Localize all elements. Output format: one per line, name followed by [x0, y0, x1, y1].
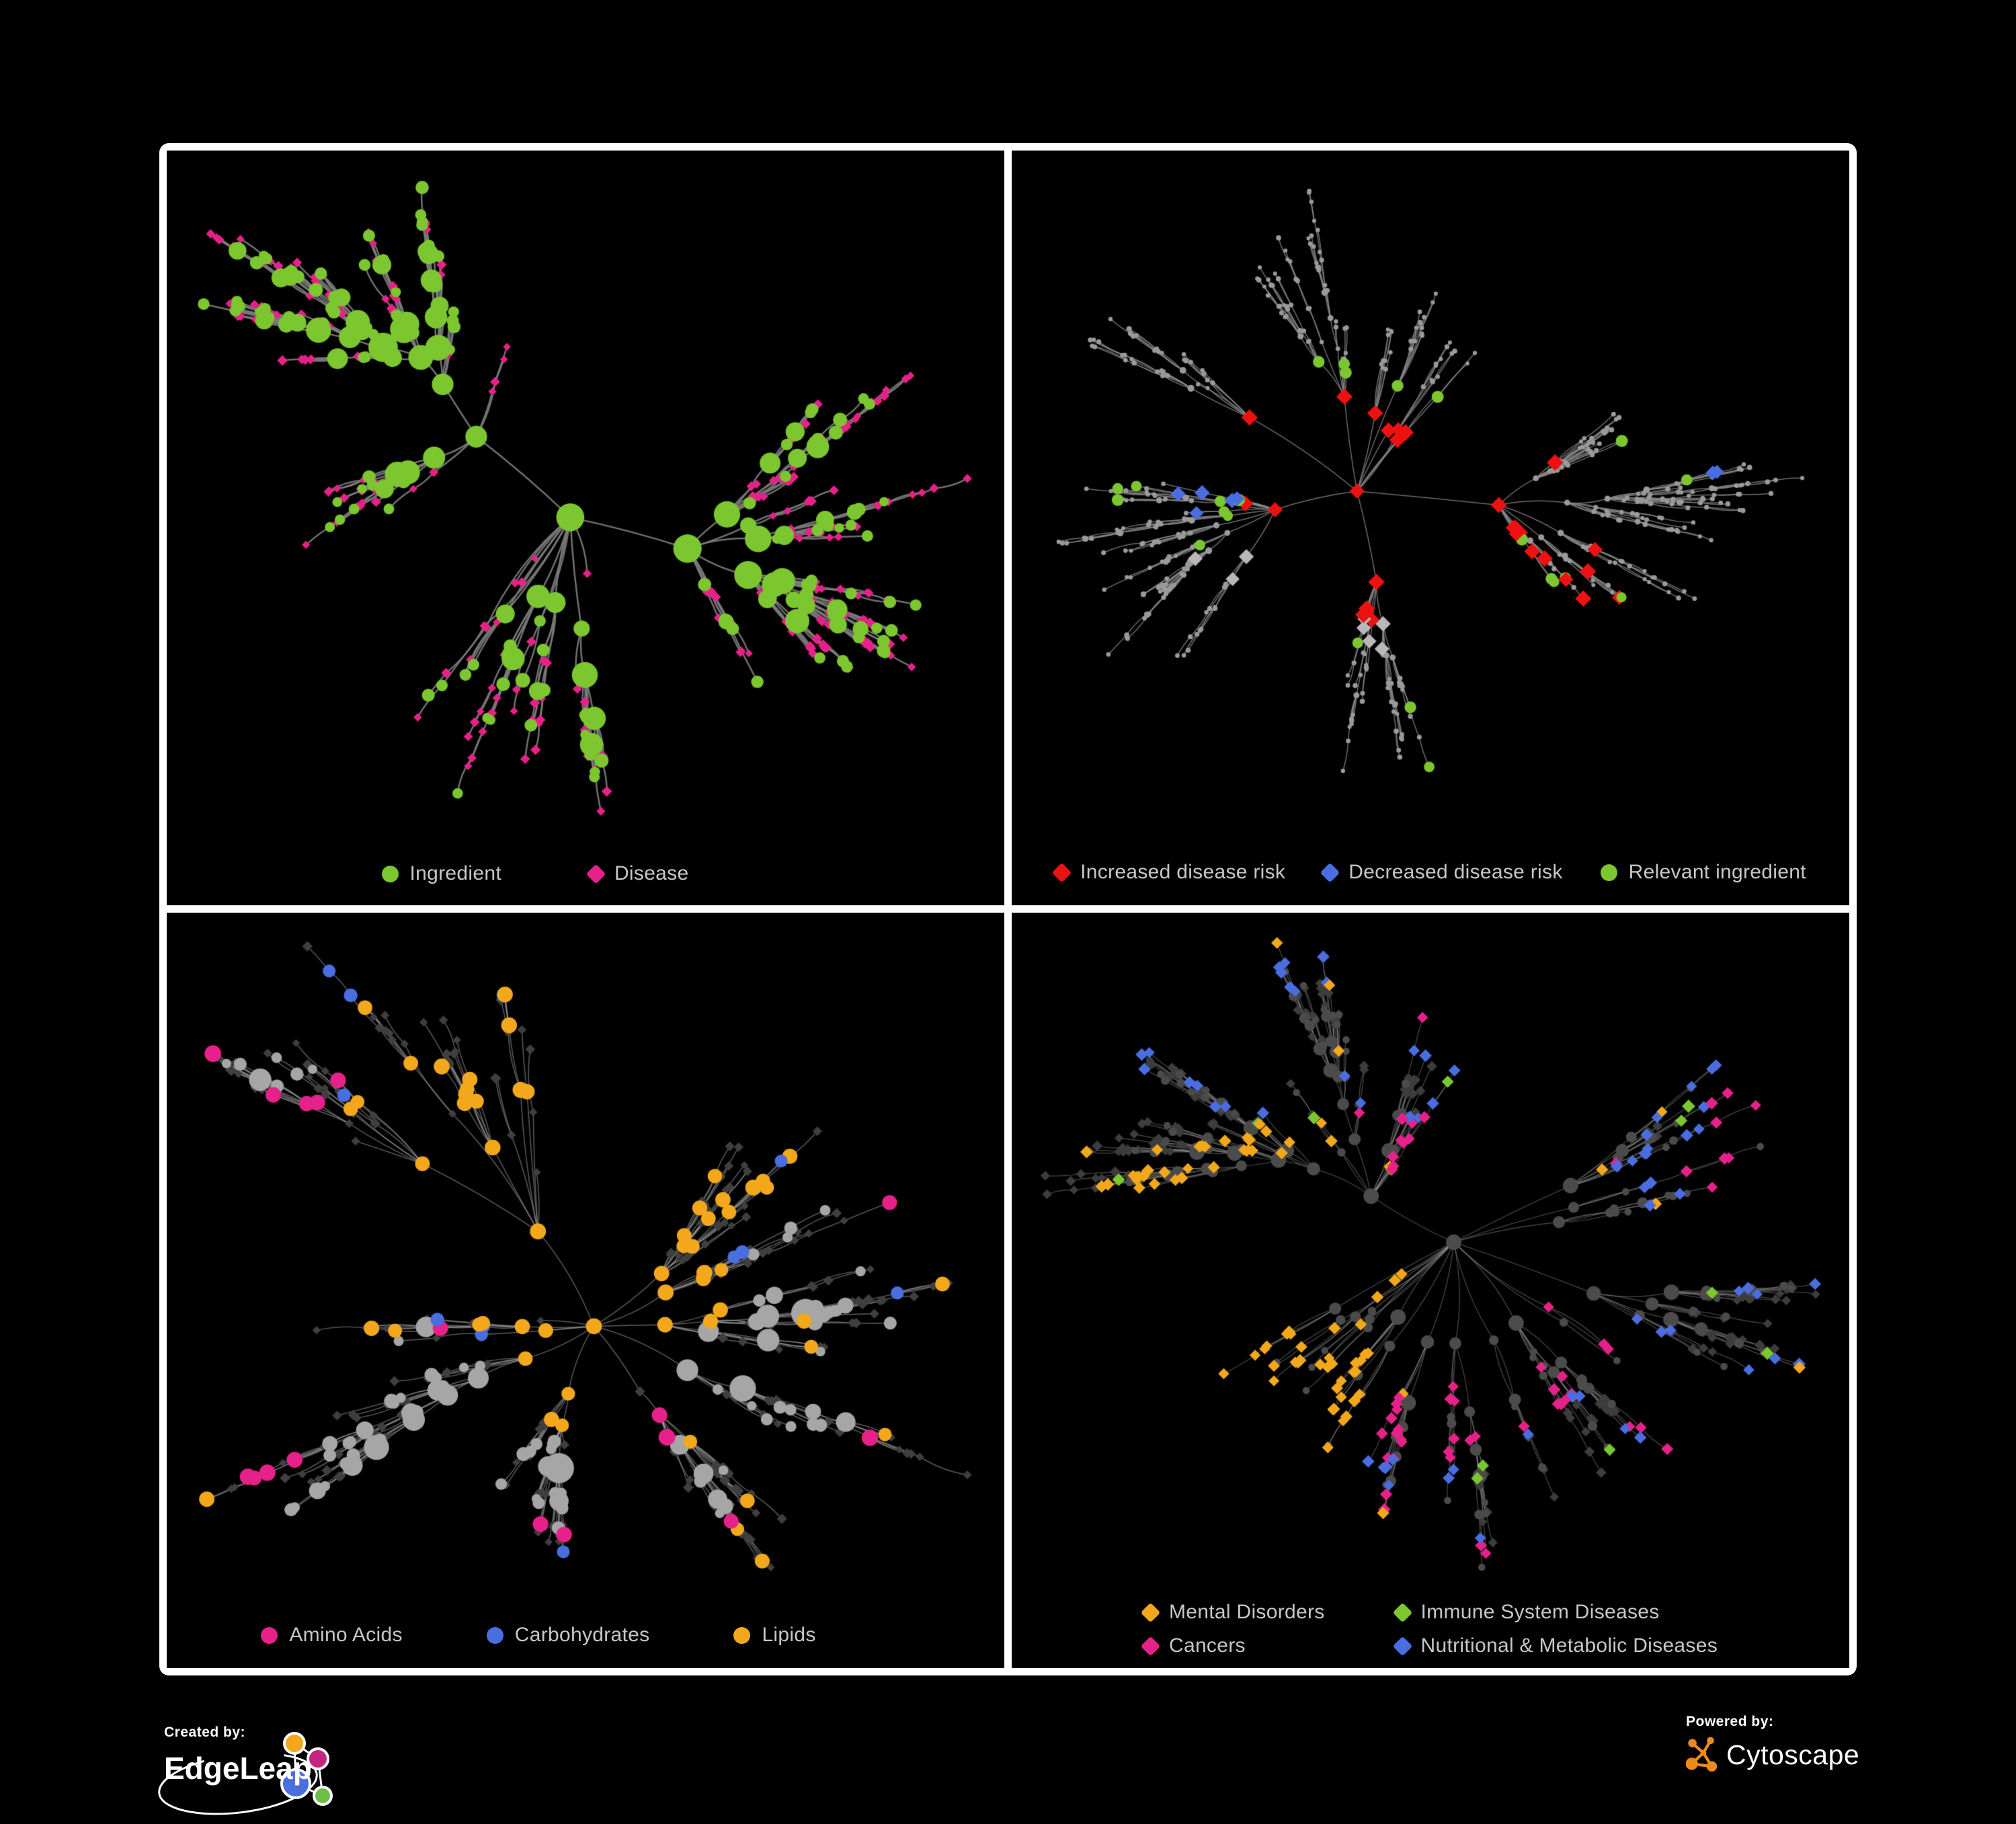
legend-item-carbohydrates: Carbohydrates — [486, 1624, 650, 1647]
decreased-risk-swatch-icon — [1320, 862, 1340, 882]
ingredient-disease-network-canvas — [167, 151, 1004, 905]
legend-item-ingredient: Ingredient — [381, 862, 501, 885]
amino-acids-swatch-icon — [261, 1626, 278, 1644]
cytoscape-branding: Powered by: Cytoscape — [1686, 1714, 1859, 1774]
edgeleap-logo-icon — [158, 1732, 333, 1815]
disease-swatch-icon — [586, 864, 606, 884]
panel-ingredient-disease: Ingredient Disease — [167, 151, 1004, 905]
legend-label: Decreased disease risk — [1348, 861, 1563, 883]
nutrient-classes-network-canvas — [167, 913, 1004, 1668]
legend-ingredient-disease: Ingredient Disease — [167, 862, 1004, 885]
relevant-ingredient-swatch-icon — [1600, 864, 1617, 881]
legend-item-immune-system-diseases: Immune System Diseases — [1392, 1601, 1718, 1624]
powered-by-label: Powered by: — [1686, 1714, 1774, 1729]
legend-label: Ingredient — [409, 862, 501, 884]
legend-item-mental-disorders: Mental Disorders — [1140, 1601, 1325, 1624]
legend-label: Mental Disorders — [1169, 1601, 1325, 1623]
legend-item-nutritional-metabolic-diseases: Nutritional & Metabolic Diseases — [1392, 1634, 1718, 1657]
disease-risk-network-canvas — [1012, 151, 1849, 905]
panel-disease-risk: Increased disease risk Decreased disease… — [1012, 151, 1849, 905]
legend-item-relevant-ingredient: Relevant ingredient — [1600, 861, 1806, 884]
lipids-swatch-icon — [733, 1626, 751, 1644]
figure-frame: Ingredient Disease Increased disease ris… — [159, 143, 1857, 1675]
nutritional-metabolic-diseases-swatch-icon — [1392, 1636, 1412, 1656]
increased-risk-swatch-icon — [1051, 862, 1072, 882]
edgeleap-wordmark: EdgeLeap — [164, 1751, 312, 1786]
legend-label: Carbohydrates — [514, 1624, 650, 1646]
legend-disease-risk: Increased disease risk Decreased disease… — [1012, 861, 1849, 884]
legend-disease-classes: Mental Disorders Immune System Diseases … — [1012, 1601, 1849, 1657]
legend-label: Increased disease risk — [1080, 861, 1286, 883]
legend-label: Disease — [614, 862, 689, 884]
ingredient-swatch-icon — [381, 865, 399, 882]
legend-item-amino-acids: Amino Acids — [261, 1624, 402, 1647]
created-by-label: Created by: — [164, 1725, 246, 1740]
legend-label: Relevant ingredient — [1628, 861, 1806, 883]
legend-item-cancers: Cancers — [1140, 1634, 1325, 1657]
immune-system-diseases-swatch-icon — [1392, 1602, 1412, 1622]
mental-disorders-swatch-icon — [1140, 1602, 1161, 1622]
legend-label: Nutritional & Metabolic Diseases — [1420, 1634, 1718, 1657]
carbohydrates-swatch-icon — [486, 1626, 503, 1644]
legend-item-disease: Disease — [586, 862, 689, 885]
legend-item-increased-risk: Increased disease risk — [1051, 861, 1286, 884]
legend-label: Cancers — [1169, 1634, 1246, 1657]
disease-classes-network-canvas — [1012, 913, 1849, 1668]
legend-item-lipids: Lipids — [733, 1624, 815, 1647]
cytoscape-logo-icon — [1686, 1737, 1718, 1772]
legend-label: Lipids — [762, 1624, 816, 1646]
legend-item-decreased-risk: Decreased disease risk — [1320, 861, 1563, 884]
cytoscape-wordmark: Cytoscape — [1726, 1739, 1860, 1770]
edgeleap-branding: Created by: EdgeLeap — [158, 1725, 333, 1815]
panel-nutrient-classes: Amino Acids Carbohydrates Lipids — [167, 913, 1004, 1668]
cancers-swatch-icon — [1140, 1636, 1161, 1656]
legend-label: Immune System Diseases — [1420, 1601, 1660, 1623]
panel-disease-classes: Mental Disorders Immune System Diseases … — [1012, 913, 1849, 1668]
legend-nutrient-classes: Amino Acids Carbohydrates Lipids — [167, 1624, 1004, 1647]
legend-label: Amino Acids — [289, 1624, 403, 1646]
